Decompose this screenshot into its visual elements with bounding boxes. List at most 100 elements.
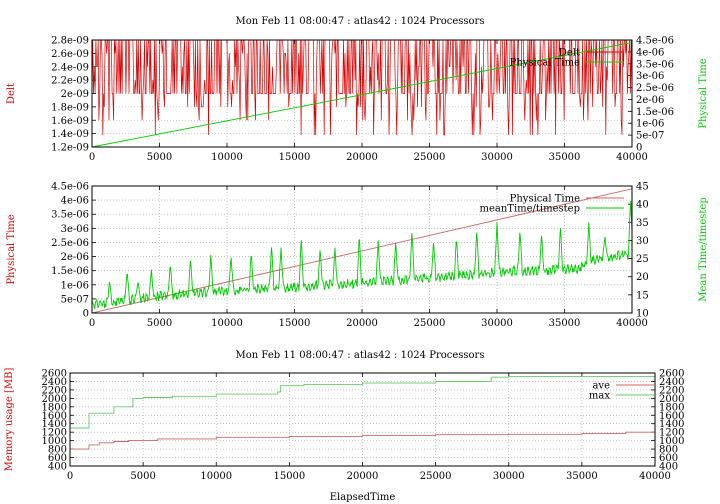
y-tick-label: 4.5e-06 bbox=[51, 182, 89, 193]
y2-tick-label: 4e-06 bbox=[636, 47, 664, 58]
x-tick-label: 30000 bbox=[481, 152, 513, 163]
y-tick-label: 400 bbox=[48, 462, 67, 473]
y-tick-label: 5e-07 bbox=[61, 294, 89, 305]
y-tick-label: 1.8e-09 bbox=[51, 102, 89, 113]
y-tick-label: 1000 bbox=[42, 436, 67, 447]
y2-tick-label: 2200 bbox=[659, 385, 684, 396]
figure-title: Mon Feb 11 08:00:47 : atlas42 : 1024 Pro… bbox=[236, 16, 485, 27]
y2-tick-label: 35 bbox=[636, 218, 649, 229]
x-tick-label: 0 bbox=[67, 471, 73, 482]
x-tick-label: 35000 bbox=[566, 471, 598, 482]
x-tick-label: 15000 bbox=[273, 471, 305, 482]
y2-tick-label: 400 bbox=[659, 462, 678, 473]
x-tick-label: 0 bbox=[89, 318, 95, 329]
y2-tick-label: 40 bbox=[636, 200, 649, 211]
legend-label: meanTime/timestep bbox=[479, 204, 580, 215]
memory-usage-chart: 0 5000 10000 15000 20000 25000 30000 35000 40000… bbox=[4, 368, 684, 503]
series-line-delt bbox=[92, 40, 632, 136]
series-line-physical-time bbox=[92, 41, 632, 147]
series-group bbox=[92, 40, 632, 147]
legend-label: Physical Time bbox=[510, 194, 580, 205]
physical-time-mean-timestep-chart: 0 5000 10000 15000 20000 25000 30000 35000 40000… bbox=[6, 182, 709, 330]
y2-tick-label: 3.5e-06 bbox=[636, 59, 674, 70]
y-tick-label: 1800 bbox=[42, 402, 67, 413]
x-tick-label: 25000 bbox=[420, 471, 452, 482]
x-tick-label: 25000 bbox=[414, 318, 446, 329]
y-tick-label: 2e-06 bbox=[61, 252, 89, 263]
plot-frame bbox=[91, 185, 633, 314]
y2-tick-label: 1600 bbox=[659, 411, 684, 422]
y2-tick-label: 4.5e-06 bbox=[636, 36, 674, 47]
series-group bbox=[70, 375, 655, 450]
memory-chart-title: Mon Feb 11 08:00:47 : atlas42 : 1024 Pro… bbox=[236, 350, 485, 361]
y-tick-label: 1.2e-09 bbox=[51, 143, 89, 154]
y-tick-label: 1200 bbox=[42, 428, 67, 439]
y2-tick-label: 30 bbox=[636, 236, 649, 247]
y2-tick-label: 0 bbox=[636, 143, 642, 154]
y2-tick-label: 25 bbox=[636, 254, 649, 265]
legend-label: Physical Time bbox=[510, 58, 580, 69]
delt-physical-time-chart: 0 5000 10000 15000 20000 25000 30000 35000 40000… bbox=[6, 36, 709, 164]
y2-tick-label: 1200 bbox=[659, 428, 684, 439]
series-line-ave bbox=[70, 431, 655, 450]
y-tick-label: 0 bbox=[83, 309, 89, 320]
x-tick-label: 5000 bbox=[147, 152, 172, 163]
y2-axis-label: Mean Time/timestep bbox=[698, 197, 709, 301]
y2-tick-label: 10 bbox=[636, 309, 649, 320]
y-tick-label: 600 bbox=[48, 453, 67, 464]
x-tick-label: 0 bbox=[89, 152, 95, 163]
y-tick-label: 2200 bbox=[42, 385, 67, 396]
x-tick-label: 30000 bbox=[481, 318, 513, 329]
legend-label: max bbox=[589, 391, 610, 402]
y-tick-label: 1.4e-09 bbox=[51, 129, 89, 140]
x-tick-label: 20000 bbox=[346, 318, 378, 329]
y2-tick-label: 45 bbox=[636, 182, 649, 193]
x-tick-label: 10000 bbox=[211, 152, 243, 163]
x-tick-label: 15000 bbox=[279, 318, 311, 329]
y2-tick-label: 1800 bbox=[659, 402, 684, 413]
y-tick-label: 2600 bbox=[42, 369, 67, 380]
x-tick-label: 40000 bbox=[616, 152, 648, 163]
y2-axis-label: Physical Time bbox=[698, 58, 709, 128]
x-tick-label: 25000 bbox=[414, 152, 446, 163]
y-tick-label: 2.6e-09 bbox=[51, 49, 89, 60]
series-line-meantime-timestep bbox=[92, 200, 632, 310]
series-group bbox=[92, 188, 632, 313]
y-tick-label: 3.5e-06 bbox=[51, 210, 89, 221]
y2-tick-label: 1.5e-06 bbox=[636, 107, 674, 118]
y2-tick-label: 800 bbox=[659, 445, 678, 456]
x-tick-label: 5000 bbox=[147, 318, 172, 329]
y-tick-label: 1.5e-06 bbox=[51, 266, 89, 277]
y2-tick-label: 2e-06 bbox=[636, 95, 664, 106]
y2-tick-label: 3e-06 bbox=[636, 71, 664, 82]
series-line-max bbox=[70, 375, 655, 429]
y2-tick-label: 2400 bbox=[659, 377, 684, 388]
y-tick-label: 1e-06 bbox=[61, 280, 89, 291]
y2-tick-label: 600 bbox=[659, 453, 678, 464]
y2-tick-label: 1400 bbox=[659, 419, 684, 430]
y-tick-label: 1400 bbox=[42, 419, 67, 430]
y2-tick-label: 2600 bbox=[659, 369, 684, 380]
x-tick-label: 40000 bbox=[616, 318, 648, 329]
y-tick-label: 2.8e-09 bbox=[51, 36, 89, 47]
legend-label: ave bbox=[592, 381, 610, 392]
y-axis-label: Delt bbox=[6, 83, 17, 104]
x-tick-label: 5000 bbox=[130, 471, 155, 482]
y2-tick-label: 1000 bbox=[659, 436, 684, 447]
plot-frame bbox=[91, 39, 633, 148]
x-tick-label: 40000 bbox=[639, 471, 671, 482]
y2-tick-label: 5e-07 bbox=[636, 131, 664, 142]
x-axis-label: ElapsedTime bbox=[330, 492, 396, 503]
x-tick-label: 20000 bbox=[347, 471, 379, 482]
y2-tick-label: 20 bbox=[636, 272, 649, 283]
y-tick-label: 1600 bbox=[42, 411, 67, 422]
x-tick-label: 10000 bbox=[211, 318, 243, 329]
y-tick-label: 2e-09 bbox=[61, 89, 89, 100]
x-tick-label: 35000 bbox=[549, 318, 581, 329]
x-tick-label: 20000 bbox=[346, 152, 378, 163]
x-tick-label: 30000 bbox=[493, 471, 525, 482]
x-tick-label: 15000 bbox=[279, 152, 311, 163]
y2-tick-label: 2.5e-06 bbox=[636, 83, 674, 94]
y-tick-label: 4e-06 bbox=[61, 196, 89, 207]
